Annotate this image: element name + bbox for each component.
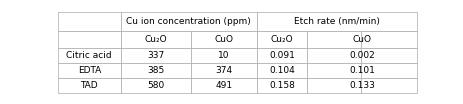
Text: 0.158: 0.158	[269, 81, 295, 90]
FancyBboxPatch shape	[58, 12, 121, 31]
Text: 580: 580	[147, 81, 164, 90]
FancyBboxPatch shape	[307, 78, 361, 93]
Text: Citric acid: Citric acid	[67, 51, 112, 60]
FancyBboxPatch shape	[361, 63, 417, 78]
FancyBboxPatch shape	[58, 48, 121, 63]
Text: EDTA: EDTA	[78, 66, 101, 75]
FancyBboxPatch shape	[307, 63, 361, 78]
Text: 0.002: 0.002	[349, 51, 375, 60]
FancyBboxPatch shape	[121, 48, 191, 63]
FancyBboxPatch shape	[361, 31, 417, 48]
Text: Cu₂O: Cu₂O	[271, 35, 294, 44]
Text: Cu ion concentration (ppm): Cu ion concentration (ppm)	[126, 17, 251, 26]
FancyBboxPatch shape	[257, 31, 307, 48]
Text: 0.133: 0.133	[349, 81, 375, 90]
FancyBboxPatch shape	[191, 48, 257, 63]
FancyBboxPatch shape	[361, 78, 417, 93]
FancyBboxPatch shape	[257, 12, 417, 31]
FancyBboxPatch shape	[121, 63, 191, 78]
FancyBboxPatch shape	[121, 12, 257, 31]
FancyBboxPatch shape	[191, 78, 257, 93]
Text: 0.104: 0.104	[269, 66, 295, 75]
FancyBboxPatch shape	[307, 31, 361, 48]
FancyBboxPatch shape	[191, 63, 257, 78]
FancyBboxPatch shape	[307, 48, 361, 63]
FancyBboxPatch shape	[58, 78, 121, 93]
Text: CuO: CuO	[214, 35, 233, 44]
FancyBboxPatch shape	[121, 31, 191, 48]
Text: 385: 385	[147, 66, 164, 75]
FancyBboxPatch shape	[257, 48, 307, 63]
Text: CuO: CuO	[352, 35, 371, 44]
Text: TAD: TAD	[81, 81, 98, 90]
FancyBboxPatch shape	[58, 31, 121, 48]
Text: 374: 374	[215, 66, 232, 75]
Text: 337: 337	[147, 51, 164, 60]
Text: 10: 10	[218, 51, 230, 60]
Text: 491: 491	[215, 81, 232, 90]
FancyBboxPatch shape	[121, 78, 191, 93]
Text: 0.101: 0.101	[349, 66, 375, 75]
Text: Etch rate (nm/min): Etch rate (nm/min)	[294, 17, 380, 26]
FancyBboxPatch shape	[257, 63, 307, 78]
FancyBboxPatch shape	[58, 63, 121, 78]
FancyBboxPatch shape	[361, 48, 417, 63]
FancyBboxPatch shape	[257, 78, 307, 93]
FancyBboxPatch shape	[191, 31, 257, 48]
Text: 0.091: 0.091	[269, 51, 295, 60]
Text: Cu₂O: Cu₂O	[144, 35, 167, 44]
